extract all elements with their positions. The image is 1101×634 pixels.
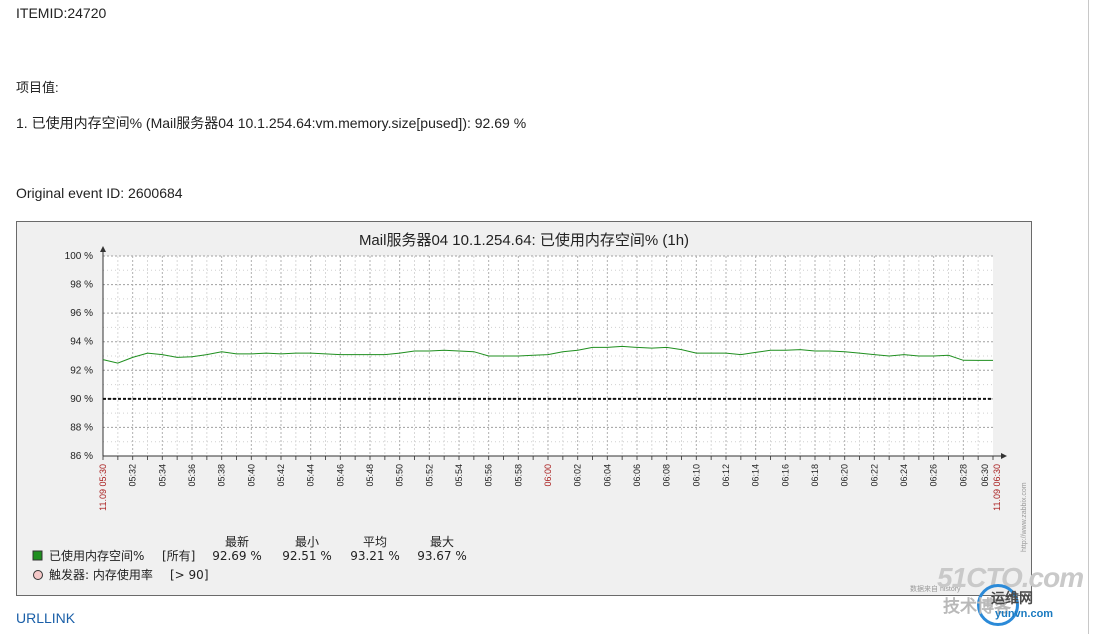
- page-divider: [1088, 0, 1089, 634]
- x-tick-label: 06:22: [869, 464, 879, 487]
- y-tick-label: 86 %: [70, 451, 93, 462]
- legend-min-value: 92.51 %: [282, 549, 332, 563]
- y-tick-label: 94 %: [70, 337, 93, 348]
- chart-title: Mail服务器04 10.1.254.64: 已使用内存空间% (1h): [359, 232, 689, 249]
- legend-series-name: 已使用内存空间%: [49, 548, 144, 563]
- legend-avg-value: 93.21 %: [350, 549, 400, 563]
- x-tick-label: 05:34: [157, 464, 167, 487]
- x-tick-label: 06:00: [543, 464, 553, 487]
- x-tick-label: 06:28: [958, 464, 968, 487]
- x-tick-label: 05:36: [187, 464, 197, 487]
- x-tick-label: 06:30: [980, 464, 990, 487]
- x-tick-label: 06:14: [751, 464, 761, 487]
- legend-trigger-condition: [> 90]: [170, 568, 209, 582]
- x-tick-label: 06:12: [721, 464, 731, 487]
- x-tick-label: 06:20: [840, 464, 850, 487]
- x-end-label: 11.09 06:30: [992, 464, 1002, 511]
- x-tick-label: 05:32: [128, 464, 138, 487]
- x-tick-label: 05:50: [395, 464, 405, 487]
- legend-trigger-name: 触发器: 内存使用率: [49, 567, 153, 582]
- watermark-logo-icon: [977, 584, 1019, 626]
- memory-usage-graph: Mail服务器04 10.1.254.64: 已使用内存空间% (1h) 86 %…: [16, 221, 1032, 596]
- item-value-line: 1. 已使用内存空间% (Mail服务器04 10.1.254.64:vm.me…: [16, 115, 527, 131]
- series-line: [102, 345, 993, 364]
- legend-header: 最大: [430, 535, 454, 549]
- zabbix-credit: http://www.zabbix.com: [1021, 482, 1028, 552]
- legend-series-swatch: [32, 550, 43, 561]
- x-tick-label: 06:06: [632, 464, 642, 487]
- x-tick-label: 05:44: [306, 464, 316, 487]
- x-tick-label: 06:10: [691, 464, 701, 487]
- legend-trigger-icon: [33, 570, 43, 580]
- legend-max-value: 93.67 %: [417, 549, 467, 563]
- url-link[interactable]: URLLINK: [16, 610, 76, 626]
- y-tick-label: 100 %: [65, 251, 93, 262]
- x-start-label: 11.09 05:30: [98, 464, 108, 511]
- x-tick-label: 06:16: [780, 464, 790, 487]
- legend-last-value: 92.69 %: [212, 549, 262, 563]
- x-tick-label: 05:48: [365, 464, 375, 487]
- original-event-id: Original event ID: 2600684: [16, 185, 183, 201]
- x-tick-label: 06:04: [602, 464, 612, 487]
- itemid-line: ITEMID:24720: [16, 5, 107, 21]
- x-tick-label: 05:40: [246, 464, 256, 487]
- x-tick-label: 06:26: [929, 464, 939, 487]
- legend-header: 最新: [225, 534, 249, 549]
- x-tick-label: 06:08: [662, 464, 672, 487]
- x-tick-label: 05:54: [454, 464, 464, 487]
- y-tick-label: 92 %: [70, 365, 93, 376]
- y-axis-arrow-icon: [100, 246, 106, 252]
- y-tick-label: 96 %: [70, 308, 93, 319]
- legend-header: 平均: [363, 535, 387, 549]
- chart-canvas: Mail服务器04 10.1.254.64: 已使用内存空间% (1h) 86 %…: [32, 232, 1028, 593]
- y-tick-label: 90 %: [70, 394, 93, 405]
- legend-series-scope: [所有]: [162, 549, 195, 563]
- watermark-site-name: 运维网: [991, 591, 1033, 607]
- y-tick-label: 98 %: [70, 280, 93, 291]
- x-tick-label: 05:58: [513, 464, 523, 487]
- legend-header: 最小: [295, 535, 319, 549]
- x-axis-arrow-icon: [1001, 453, 1007, 459]
- watermark-site-url: yunvn.com: [995, 608, 1054, 620]
- y-tick-label: 88 %: [70, 422, 93, 433]
- x-tick-label: 05:42: [276, 464, 286, 487]
- history-credit: 数据来自 history: [910, 584, 961, 593]
- x-tick-label: 05:46: [335, 464, 345, 487]
- watermark: 51CTO.com 技术博客 运维网 yunvn.com: [937, 562, 1087, 632]
- x-tick-label: 05:52: [424, 464, 434, 487]
- watermark-slogan: 技术博客: [943, 597, 1011, 617]
- x-tick-label: 06:24: [899, 464, 909, 487]
- x-tick-label: 05:56: [484, 464, 494, 487]
- x-tick-label: 06:02: [573, 464, 583, 487]
- x-tick-label: 06:18: [810, 464, 820, 487]
- x-tick-label: 05:38: [217, 464, 227, 487]
- item-value-label: 项目值:: [16, 80, 59, 95]
